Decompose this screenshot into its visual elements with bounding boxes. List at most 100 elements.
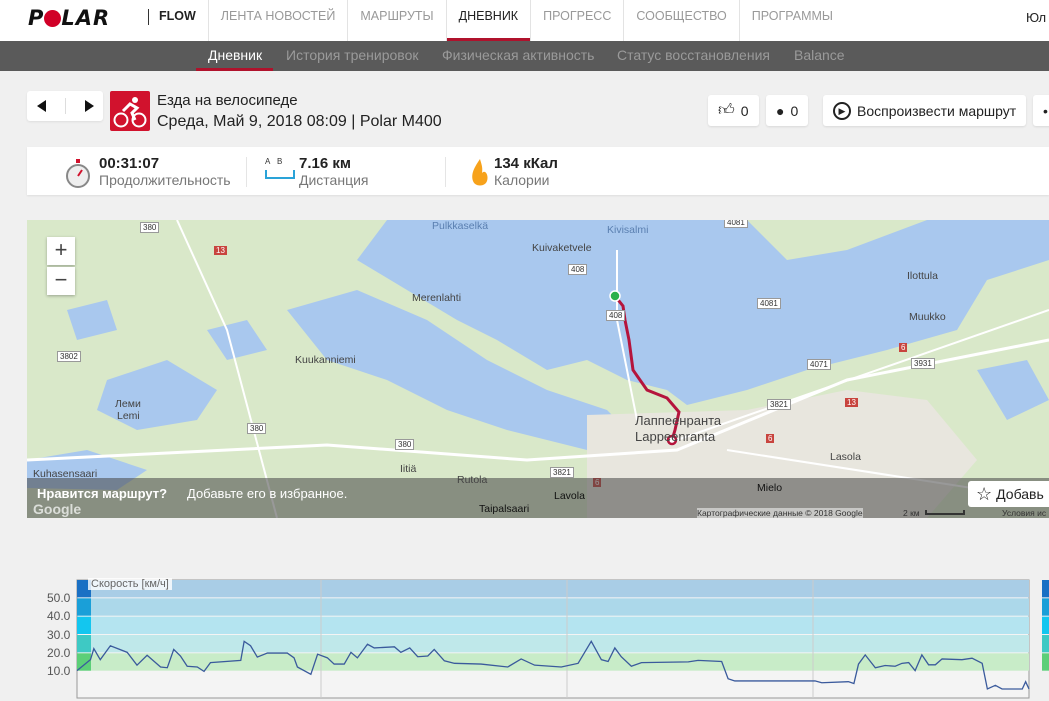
road-badge: 6 [899,343,908,352]
cycling-icon [110,91,150,131]
session-navigation [27,91,103,121]
map-label: Pulkkaselkä [432,220,489,232]
road-badge: 3821 [767,399,791,410]
road-badge: 3821 [550,467,574,478]
nav-feed[interactable]: ЛЕНТА НОВОСТЕЙ [207,0,348,41]
y-tick-label: 10.0 [47,664,71,678]
map-label: Taipalsaari [479,503,530,515]
road-badge: 13 [845,398,858,407]
zone-color-marker [77,635,91,653]
zoom-in-button[interactable]: + [47,237,75,265]
nav-routes[interactable]: МАРШРУТЫ [347,0,445,41]
comment-button[interactable]: ● 0 [766,95,809,126]
map-label: Леми [115,398,141,410]
duration-stat: 00:31:07 Продолжительность [65,155,231,188]
star-icon: ☆ [976,483,993,504]
map-label: Lavola [554,490,585,502]
speed-zone-band [77,653,1029,671]
nav-programs[interactable]: ПРОГРАММЫ [738,0,845,41]
map-label: Muukko [909,311,946,323]
favorite-promo-bar: Нравится маршрут? Добавьте его в избранн… [27,478,1049,518]
chart-title: Скорость [км/ч] [88,578,172,590]
map-label: Lappeenranta [635,429,716,444]
y-tick-label: 30.0 [47,628,71,642]
map-label: Kuukanniemi [295,354,356,366]
zoom-out-button[interactable]: − [47,267,75,295]
stopwatch-icon [66,159,90,188]
map-label: Lasola [830,451,861,463]
nav-community[interactable]: СООБЩЕСТВО [623,0,738,41]
more-icon: • [1043,102,1048,119]
map-label: Kuivaketvele [532,242,592,254]
map-label: Mielo [757,482,783,494]
promo-text: Добавьте его в избранное. [187,486,348,501]
speed-line [76,640,1030,690]
duration-value: 00:31:07 [99,155,160,172]
map-label: Merenlahti [412,292,462,304]
replay-label: Воспроизвести маршрут [857,102,1017,119]
subnav-balance[interactable]: Balance [794,47,845,63]
y-tick-label: 50.0 [47,591,71,605]
comment-count: 0 [790,102,799,119]
speed-zone-band [77,635,1029,653]
speed-zone-band [77,616,1029,634]
subnav-history[interactable]: История тренировок [286,47,419,63]
calories-value: 134 кКал [494,155,558,172]
map-label: Iitiä [400,463,417,475]
promo-question: Нравится маршрут? [37,486,168,501]
road-badge: 380 [140,222,160,233]
nav-progress[interactable]: ПРОГРЕСС [530,0,623,41]
road-badge: 4071 [807,359,831,370]
flow-label: FLOW [148,9,208,25]
sport-title: Езда на велосипеде [157,92,298,109]
road-badge: 6 [766,434,775,443]
speed-chart: 50.0 40.0 30.0 20.0 10.0 Скорость [км/ч] [0,560,1049,701]
distance-value: 7.16 км [299,155,351,172]
add-favorite-label: Добавь [996,486,1044,502]
play-icon: ▶ [833,101,851,120]
divider [445,157,446,187]
map-scale: 2 км [903,508,920,518]
user-menu[interactable]: Юл [1026,10,1047,25]
zone-color-marker [77,580,91,598]
road-badge: 3931 [911,358,935,369]
subnav-activity[interactable]: Физическая активность [442,47,595,63]
duration-label: Продолжительность [99,172,231,188]
terms-link[interactable]: Условия ис [1002,508,1047,518]
more-button[interactable]: • [1033,95,1049,126]
y-tick-label: 20.0 [47,646,71,660]
road-badge: 4081 [724,220,748,228]
add-favorite-button[interactable]: ☆ Добавь [968,481,1049,507]
divider [64,98,66,114]
scale-bar [925,510,965,515]
top-navigation: P LAR FLOW ЛЕНТА НОВОСТЕЙ МАРШРУТЫ ДНЕВНИ… [0,0,1049,41]
summary-stats: 00:31:07 Продолжительность A B 7.16 км Дис… [27,147,1049,195]
road-badge: 380 [395,439,415,450]
main-nav: FLOW ЛЕНТА НОВОСТЕЙ МАРШРУТЫ ДНЕВНИК ПРО… [148,0,845,41]
nav-diary[interactable]: ДНЕВНИК [445,0,531,41]
comment-icon: ● [776,102,785,119]
map-label: Лаппеенранта [635,413,722,428]
zone-color-marker [77,598,91,616]
flame-icon [472,159,488,186]
map-label: Ilottula [907,270,938,282]
google-logo: Google [33,501,82,517]
subnav-recovery[interactable]: Статус восстановления [617,47,770,63]
map-tiles [27,220,1049,518]
speed-zone-band [77,580,1029,598]
replay-route-button[interactable]: ▶ Воспроизвести маршрут [823,95,1027,126]
polar-logo[interactable]: P LAR [28,6,111,30]
map-attribution: Картографические данные © 2018 Google [697,508,863,518]
like-button[interactable]: 👍︎ 0 [708,95,759,126]
route-map[interactable]: Pulkkaselkä Kivisalmi Kuivaketvele Meren… [27,220,1049,518]
road-badge: 4081 [757,298,781,309]
speed-zone-band [77,598,1029,616]
divider [246,157,247,187]
zone-color-marker [77,616,91,634]
sub-navigation: Дневник История тренировок Физическая ак… [0,41,1049,71]
subnav-diary[interactable]: Дневник [208,47,263,63]
next-arrow-icon[interactable] [84,100,94,112]
road-badge: 380 [247,423,267,434]
previous-arrow-icon[interactable] [36,100,46,112]
chart-plot [76,579,1049,699]
